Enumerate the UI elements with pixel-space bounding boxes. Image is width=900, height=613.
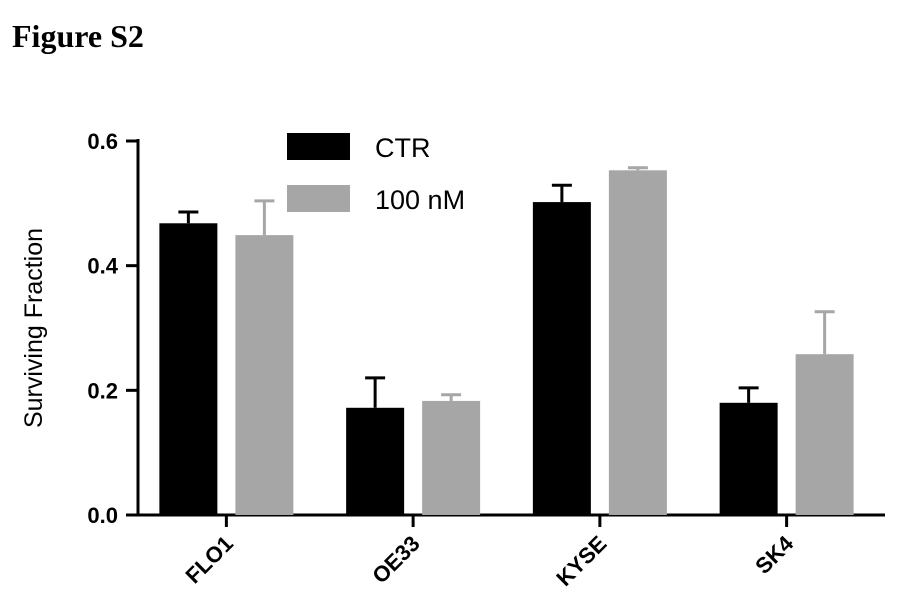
legend-label-ctr: CTR [375, 133, 431, 163]
x-tick-label: KYSE [551, 531, 611, 591]
x-tick-label: SK4 [750, 530, 798, 578]
bar-kyse-100nm [608, 170, 667, 515]
legend: CTR 100 nM [287, 133, 465, 215]
bar-flo1-ctr [159, 223, 218, 515]
bar-sk4-ctr [719, 402, 778, 515]
y-tick-label: 0.0 [87, 503, 118, 528]
y-tick-label: 0.6 [87, 129, 118, 154]
x-tick-label: FLO1 [180, 531, 237, 588]
y-axis-title: Surviving Fraction [20, 228, 48, 428]
bar-flo1-100nm [235, 235, 294, 515]
figure-title: Figure S2 [12, 18, 144, 54]
y-tick-label: 0.2 [87, 378, 118, 403]
x-tick-label: OE33 [367, 531, 424, 588]
bar-kyse-ctr [532, 202, 591, 515]
legend-label-100nm: 100 nM [375, 185, 465, 215]
y-tick-label: 0.4 [87, 254, 118, 279]
legend-swatch-ctr [287, 133, 350, 160]
bar-sk4-100nm [795, 354, 854, 515]
legend-swatch-100nm [287, 185, 350, 212]
bar-oe33-100nm [422, 400, 481, 515]
bar-oe33-ctr [346, 407, 405, 515]
